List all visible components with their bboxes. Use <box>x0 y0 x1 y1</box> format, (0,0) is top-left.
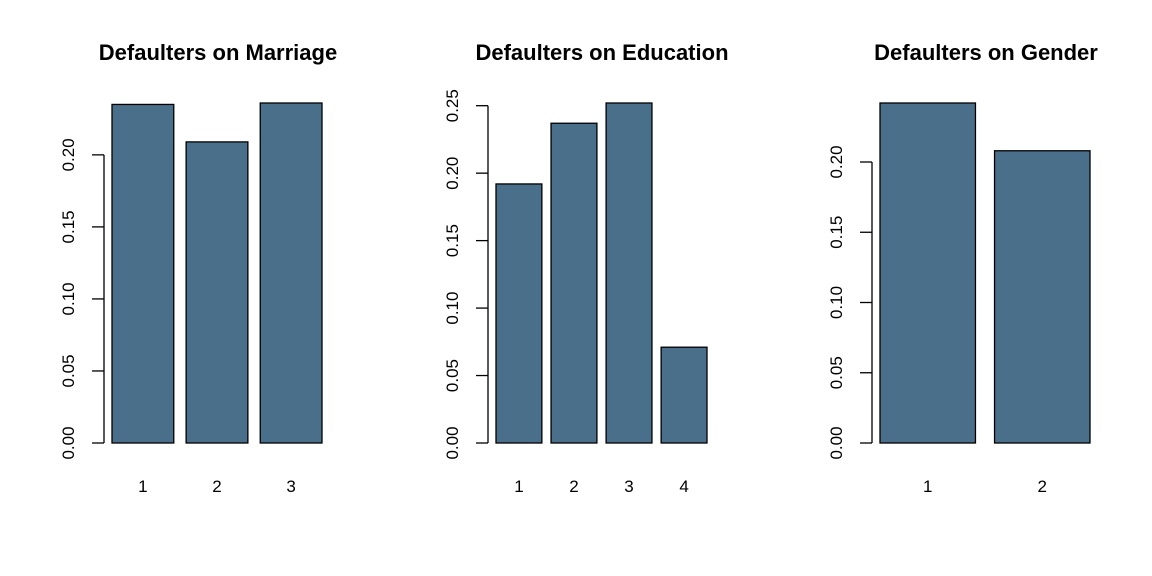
panel-marriage: Defaulters on Marriage 0.00 0.05 0.10 0.15 0… <box>59 40 337 496</box>
x-tick-label: 1 <box>923 477 932 496</box>
y-tick-label: 0.05 <box>59 354 78 387</box>
y-tick-label: 0.10 <box>59 282 78 315</box>
y-tick-label: 0.10 <box>443 292 462 325</box>
bar-4 <box>660 346 708 444</box>
bar-1 <box>879 102 977 444</box>
y-tick-label: 0.15 <box>59 210 78 243</box>
y-tick-label: 0.20 <box>827 145 846 178</box>
chart-title: Defaulters on Marriage <box>99 40 337 65</box>
y-tick-label: 0.05 <box>827 356 846 389</box>
y-tick-label: 0.00 <box>59 426 78 459</box>
y-tick-label: 0.15 <box>443 224 462 257</box>
y-tick-label: 0.20 <box>59 138 78 171</box>
y-tick-label: 0.00 <box>443 426 462 459</box>
x-tick-label: 3 <box>286 477 295 496</box>
x-tick-label: 3 <box>624 477 633 496</box>
x-tick-label: 4 <box>679 477 688 496</box>
bar-2 <box>185 141 249 444</box>
x-tick-label: 2 <box>569 477 578 496</box>
panel-gender: Defaulters on Gender 0.00 0.05 0.10 0.15 0.2… <box>827 40 1098 496</box>
x-tick-label: 1 <box>138 477 147 496</box>
y-tick-label: 0.10 <box>827 286 846 319</box>
y-tick-label: 0.05 <box>443 359 462 392</box>
bar-3 <box>259 102 323 444</box>
y-tick-label: 0.00 <box>827 426 846 459</box>
bar-1 <box>111 103 175 444</box>
chart-title: Defaulters on Gender <box>874 40 1098 65</box>
y-tick-label: 0.15 <box>827 216 846 249</box>
y-tick-label: 0.20 <box>443 157 462 190</box>
x-tick-label: 2 <box>1038 477 1047 496</box>
chart-title: Defaulters on Education <box>475 40 728 65</box>
bar-1 <box>495 183 543 444</box>
panel-education: Defaulters on Education 0.00 0.05 0.10 0.15… <box>443 40 729 496</box>
y-tick-label: 0.25 <box>443 89 462 122</box>
bar-2 <box>993 150 1091 444</box>
x-tick-label: 1 <box>514 477 523 496</box>
bar-2 <box>550 122 598 444</box>
x-tick-label: 2 <box>212 477 221 496</box>
bar-3 <box>605 102 653 444</box>
